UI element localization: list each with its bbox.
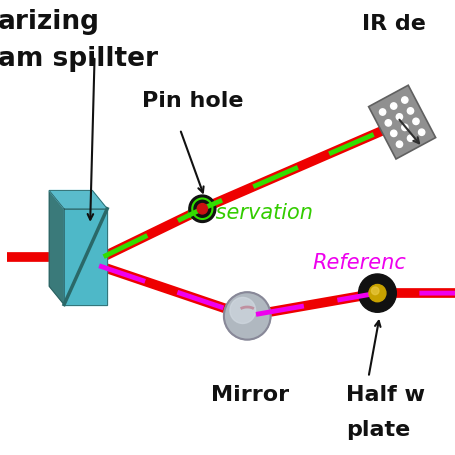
Text: Half w: Half w xyxy=(345,384,424,404)
Polygon shape xyxy=(49,191,64,305)
Circle shape xyxy=(223,293,270,340)
Circle shape xyxy=(395,115,402,121)
Circle shape xyxy=(197,204,207,214)
Text: Referenc: Referenc xyxy=(312,253,405,273)
Circle shape xyxy=(368,285,385,302)
Circle shape xyxy=(389,104,396,110)
Polygon shape xyxy=(368,86,435,160)
Circle shape xyxy=(229,298,255,324)
Text: plate: plate xyxy=(345,419,410,439)
Circle shape xyxy=(401,125,407,131)
Text: Observation: Observation xyxy=(186,202,313,222)
Circle shape xyxy=(390,131,396,137)
Circle shape xyxy=(395,142,402,148)
Circle shape xyxy=(406,108,413,115)
Polygon shape xyxy=(64,209,107,305)
Text: am spillter: am spillter xyxy=(0,46,158,71)
Circle shape xyxy=(406,136,413,142)
Circle shape xyxy=(412,119,418,125)
Circle shape xyxy=(188,196,215,223)
Circle shape xyxy=(371,288,378,295)
Circle shape xyxy=(418,130,424,136)
Text: arizing: arizing xyxy=(0,9,100,35)
Text: IR de: IR de xyxy=(361,14,425,34)
Circle shape xyxy=(384,121,390,127)
Text: Mirror: Mirror xyxy=(211,384,289,404)
Polygon shape xyxy=(49,191,107,209)
Circle shape xyxy=(358,274,395,313)
Circle shape xyxy=(401,98,407,104)
Text: Pin hole: Pin hole xyxy=(142,91,243,111)
Circle shape xyxy=(379,110,385,116)
